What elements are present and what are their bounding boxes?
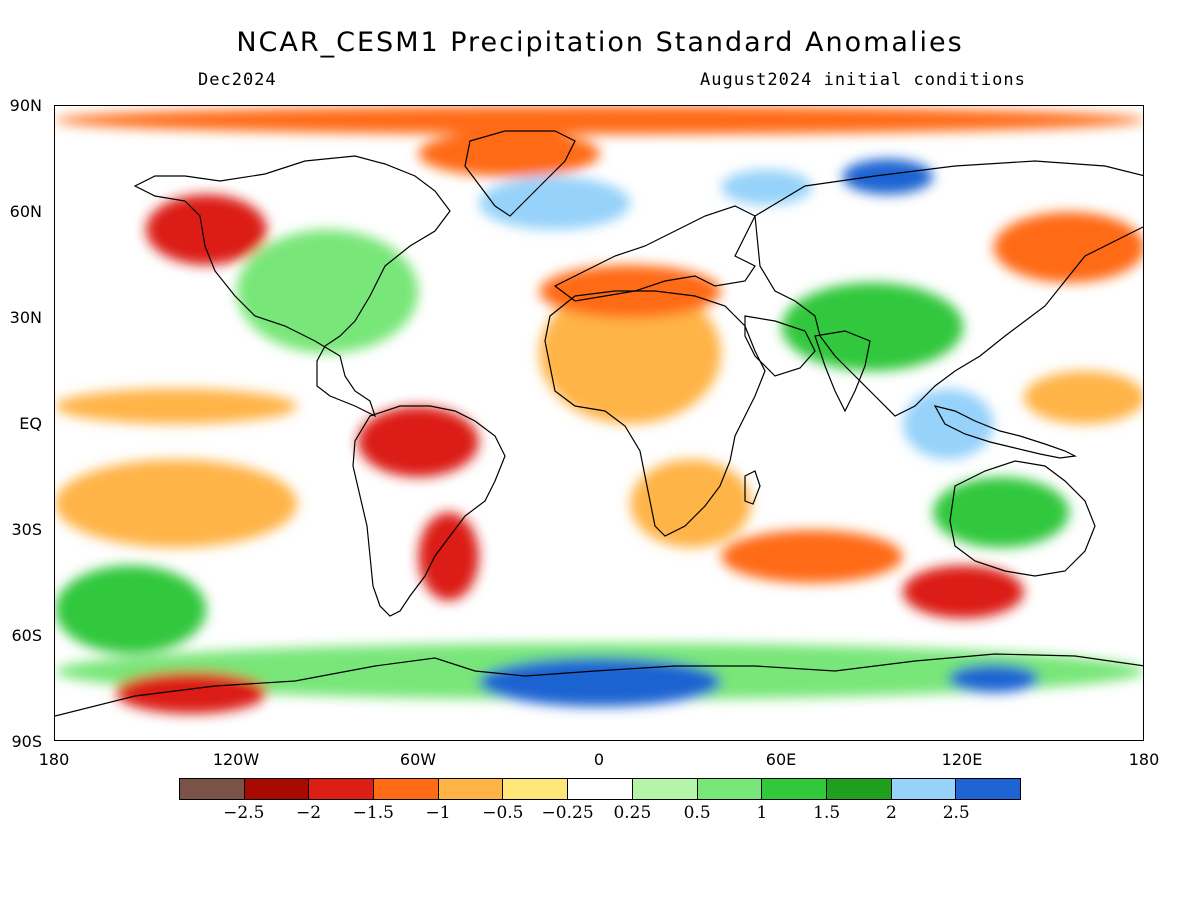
anomaly-region bbox=[478, 176, 631, 230]
anomaly-region bbox=[781, 282, 964, 371]
anomaly-region bbox=[115, 671, 267, 714]
anomaly-region bbox=[418, 512, 479, 601]
colorbar-swatch-9 bbox=[762, 779, 827, 799]
colorbar-label: −0.5 bbox=[482, 803, 524, 823]
lat-label-30n: 30N bbox=[9, 308, 42, 327]
colorbar-label: −0.25 bbox=[541, 803, 594, 823]
colorbar-swatch-11 bbox=[891, 779, 957, 799]
india-coast bbox=[814, 330, 871, 413]
colorbar-swatch-1 bbox=[244, 779, 310, 799]
colorbar-swatch-0 bbox=[180, 779, 245, 799]
colorbar-label: 0.25 bbox=[613, 803, 652, 823]
colorbar-label: 1 bbox=[756, 803, 768, 823]
colorbar-label: −2 bbox=[296, 803, 322, 823]
lon-label-180w: 180 bbox=[38, 750, 70, 769]
anomaly-map bbox=[54, 105, 1144, 741]
australia-coast bbox=[949, 460, 1096, 577]
colorbar-swatch-10 bbox=[826, 779, 892, 799]
arabia-coast bbox=[744, 315, 816, 377]
indonesia-coast bbox=[933, 405, 1078, 459]
colorbar-swatch-2 bbox=[309, 779, 375, 799]
anomaly-region bbox=[418, 130, 600, 177]
anomaly-region bbox=[1023, 371, 1143, 424]
antarctica-coast bbox=[55, 653, 1143, 717]
forecast-month-label: Dec2024 bbox=[198, 70, 277, 90]
anomaly-region bbox=[539, 282, 722, 424]
anomaly-field bbox=[55, 106, 1143, 714]
colorbar-swatch-7 bbox=[632, 779, 698, 799]
anomaly-region bbox=[478, 657, 722, 707]
lat-label-30s: 30S bbox=[11, 520, 42, 539]
anomaly-region bbox=[721, 530, 903, 583]
lat-label-eq: EQ bbox=[19, 414, 42, 433]
anomaly-region bbox=[236, 229, 419, 354]
colorbar-label: −1.5 bbox=[352, 803, 394, 823]
madagascar-coast bbox=[744, 470, 761, 505]
anomaly-region bbox=[55, 565, 207, 654]
lon-label-120e: 120E bbox=[941, 750, 983, 769]
colorbar-swatch-8 bbox=[697, 779, 763, 799]
lon-label-180e: 180 bbox=[1128, 750, 1160, 769]
colorbar-label: −2.5 bbox=[223, 803, 265, 823]
colorbar-label: 0.5 bbox=[683, 803, 711, 823]
lat-label-90n: 90N bbox=[9, 96, 42, 115]
colorbar-swatch-4 bbox=[438, 779, 504, 799]
map-title: NCAR_CESM1 Precipitation Standard Anomal… bbox=[236, 27, 964, 58]
colorbar-swatch-5 bbox=[503, 779, 569, 799]
colorbar-label: 2.5 bbox=[942, 803, 970, 823]
anomaly-region bbox=[357, 406, 479, 477]
anomaly-map-svg bbox=[55, 106, 1143, 740]
colorbar-label: 2 bbox=[886, 803, 897, 823]
anomaly-region bbox=[948, 664, 1040, 693]
colorbar-label: 1.5 bbox=[813, 803, 841, 823]
lat-label-60n: 60N bbox=[9, 202, 42, 221]
anomaly-region bbox=[721, 169, 812, 205]
anomaly-region bbox=[145, 194, 267, 265]
south-america-coast bbox=[352, 405, 506, 617]
asia-coast bbox=[754, 160, 1143, 417]
africa-coast bbox=[544, 290, 766, 537]
lon-label-60w: 60W bbox=[399, 750, 437, 769]
lon-label-0: 0 bbox=[593, 750, 605, 769]
anomaly-region bbox=[842, 159, 934, 195]
anomaly-region bbox=[55, 459, 298, 548]
lon-label-60e: 60E bbox=[765, 750, 797, 769]
colorbar bbox=[179, 778, 1021, 800]
colorbar-label: −1 bbox=[425, 803, 451, 823]
lat-label-60s: 60S bbox=[11, 626, 42, 645]
colorbar-swatch-12 bbox=[956, 779, 1020, 799]
lat-label-90s: 90S bbox=[11, 732, 42, 751]
initial-conditions-label: August2024 initial conditions bbox=[700, 70, 1026, 90]
anomaly-region bbox=[55, 388, 298, 425]
anomaly-region bbox=[55, 106, 1143, 135]
anomaly-region bbox=[933, 477, 1070, 548]
lon-label-120w: 120W bbox=[212, 750, 260, 769]
coastlines bbox=[55, 130, 1143, 717]
anomaly-region bbox=[902, 565, 1024, 619]
colorbar-swatch-6 bbox=[568, 779, 633, 799]
greenland-coast bbox=[464, 130, 576, 217]
anomaly-region bbox=[993, 212, 1143, 283]
anomaly-region bbox=[630, 459, 752, 548]
colorbar-swatch-3 bbox=[374, 779, 439, 799]
north-america-coast bbox=[133, 155, 451, 418]
anomaly-region bbox=[902, 388, 994, 460]
